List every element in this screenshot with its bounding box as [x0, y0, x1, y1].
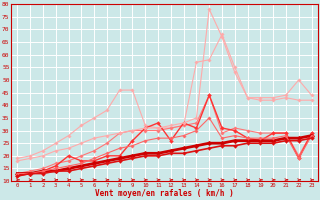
X-axis label: Vent moyen/en rafales ( km/h ): Vent moyen/en rafales ( km/h )	[95, 189, 234, 198]
